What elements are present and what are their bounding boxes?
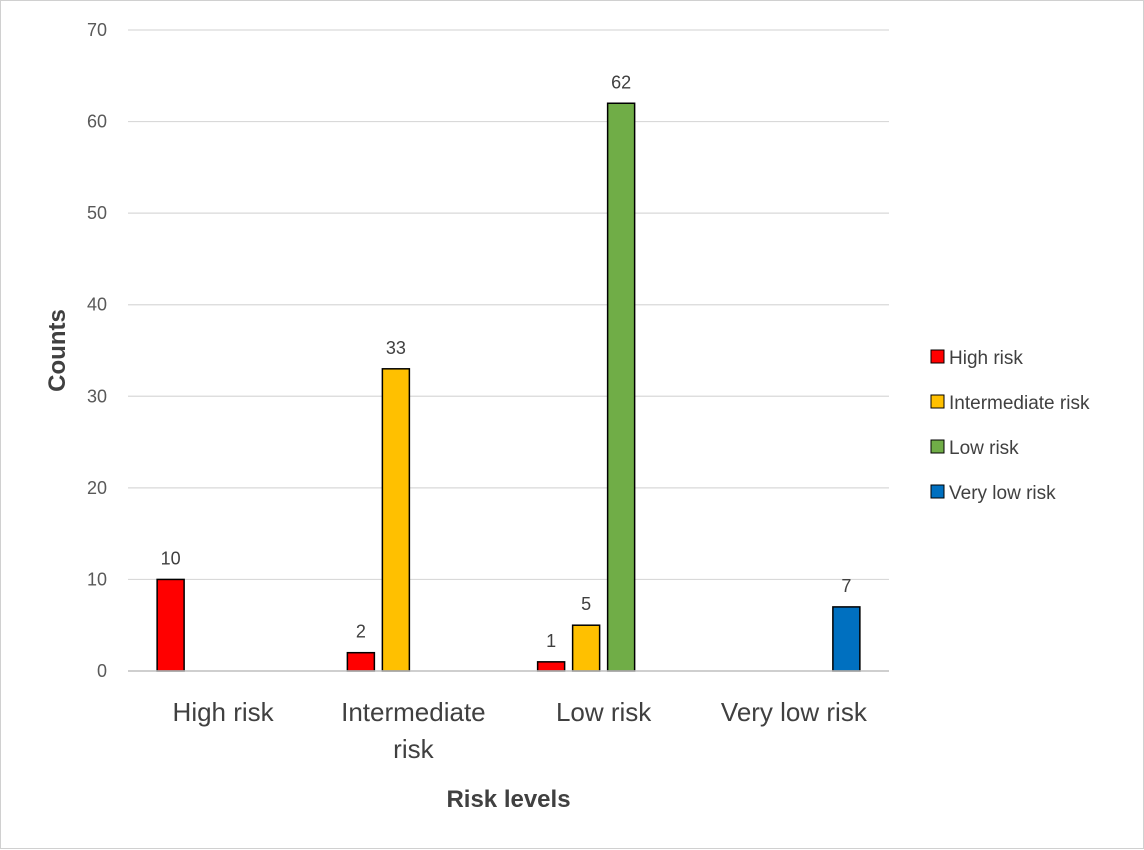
y-tick-label: 0 (97, 661, 107, 681)
legend-swatch (930, 439, 945, 454)
bar (832, 606, 861, 672)
legend-swatch (930, 484, 945, 499)
y-tick-label: 10 (87, 569, 107, 589)
x-category-label: Low risk (556, 697, 652, 727)
legend-label: Intermediate risk (949, 393, 1090, 414)
bar (156, 578, 185, 672)
legend-label: Very low risk (949, 483, 1056, 504)
y-tick-label: 20 (87, 478, 107, 498)
x-category-label: Intermediate risk (341, 697, 486, 764)
y-tick-label: 40 (87, 295, 107, 315)
x-category-label: High risk (173, 697, 275, 727)
bar (606, 102, 636, 672)
y-axis-ticks: 0 10 20 30 40 50 60 70 (87, 20, 107, 681)
bar (571, 624, 601, 672)
y-axis-title: Counts (44, 309, 71, 392)
legend: High risk Intermediate risk Low risk Very l… (930, 348, 1090, 504)
legend-label: High risk (949, 348, 1023, 369)
data-label: 2 (356, 622, 366, 642)
data-label: 62 (611, 72, 631, 92)
y-tick-label: 50 (87, 203, 107, 223)
legend-swatch (930, 349, 945, 364)
x-axis-title: Risk levels (446, 786, 570, 813)
y-tick-label: 70 (87, 20, 107, 40)
x-category-label: Very low risk (721, 697, 868, 727)
x-axis-categories: High risk Intermediate risk Low risk Very lo… (173, 697, 868, 764)
data-label: 5 (581, 594, 591, 614)
legend-swatch (930, 394, 945, 409)
data-label: 1 (546, 631, 556, 651)
data-label: 7 (841, 576, 851, 596)
bars (156, 102, 861, 672)
data-label: 10 (161, 548, 181, 568)
gridlines (128, 29, 889, 581)
data-labels: 10 2 33 1 5 62 7 (161, 72, 852, 651)
y-tick-label: 60 (87, 112, 107, 132)
bar (536, 661, 566, 672)
legend-label: Low risk (949, 438, 1019, 459)
bar (381, 368, 411, 672)
data-label: 33 (386, 338, 406, 358)
bar (346, 651, 376, 672)
y-tick-label: 30 (87, 386, 107, 406)
